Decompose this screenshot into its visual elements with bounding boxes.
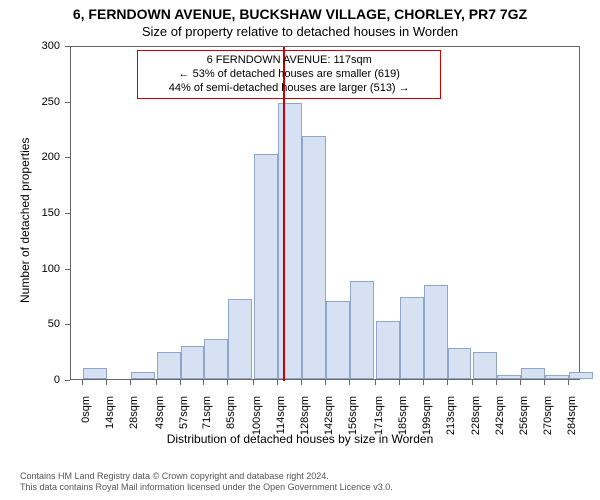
x-tick-mark bbox=[203, 380, 204, 385]
chart-subtitle: Size of property relative to detached ho… bbox=[0, 24, 600, 39]
x-tick-label: 85sqm bbox=[225, 396, 237, 436]
histogram-bar bbox=[228, 299, 252, 379]
histogram-bar bbox=[157, 352, 181, 379]
histogram-bar bbox=[400, 297, 424, 379]
y-tick-label: 0 bbox=[0, 374, 60, 386]
histogram-bar bbox=[448, 348, 472, 379]
x-tick-label: 128sqm bbox=[299, 396, 311, 436]
attribution-text: Contains HM Land Registry data © Crown c… bbox=[20, 471, 393, 494]
x-tick-label: 142sqm bbox=[323, 396, 335, 436]
x-tick-label: 14sqm bbox=[104, 396, 116, 436]
x-tick-label: 57sqm bbox=[178, 396, 190, 436]
histogram-bar bbox=[278, 103, 302, 379]
x-tick-mark bbox=[544, 380, 545, 385]
x-tick-label: 0sqm bbox=[80, 396, 92, 436]
x-tick-label: 284sqm bbox=[566, 396, 578, 436]
x-tick-label: 270sqm bbox=[542, 396, 554, 436]
y-tick-mark bbox=[65, 102, 70, 103]
y-tick-mark bbox=[65, 269, 70, 270]
x-tick-mark bbox=[156, 380, 157, 385]
x-tick-mark bbox=[106, 380, 107, 385]
property-info-box: 6 FERNDOWN AVENUE: 117sqm ← 53% of detac… bbox=[137, 50, 441, 99]
x-tick-mark bbox=[277, 380, 278, 385]
histogram-bar bbox=[326, 301, 350, 379]
x-tick-mark bbox=[349, 380, 350, 385]
x-tick-mark bbox=[399, 380, 400, 385]
y-tick-mark bbox=[65, 324, 70, 325]
x-tick-mark bbox=[375, 380, 376, 385]
histogram-bar bbox=[497, 375, 521, 379]
info-line-property: 6 FERNDOWN AVENUE: 117sqm bbox=[144, 54, 434, 68]
x-tick-mark bbox=[325, 380, 326, 385]
info-line-smaller: ← 53% of detached houses are smaller (61… bbox=[144, 68, 434, 82]
info-line-larger: 44% of semi-detached houses are larger (… bbox=[144, 82, 434, 96]
x-tick-label: 228sqm bbox=[470, 396, 482, 436]
x-tick-mark bbox=[472, 380, 473, 385]
y-tick-label: 300 bbox=[0, 40, 60, 52]
histogram-bar bbox=[254, 154, 278, 379]
x-tick-label: 114sqm bbox=[275, 396, 287, 436]
x-tick-mark bbox=[82, 380, 83, 385]
x-tick-label: 242sqm bbox=[494, 396, 506, 436]
chart-container: 6, FERNDOWN AVENUE, BUCKSHAW VILLAGE, CH… bbox=[0, 0, 600, 500]
y-tick-label: 200 bbox=[0, 151, 60, 163]
y-tick-mark bbox=[65, 46, 70, 47]
x-tick-label: 213sqm bbox=[445, 396, 457, 436]
x-tick-mark bbox=[447, 380, 448, 385]
y-tick-mark bbox=[65, 157, 70, 158]
x-tick-label: 199sqm bbox=[421, 396, 433, 436]
histogram-bar bbox=[424, 285, 448, 379]
y-tick-label: 50 bbox=[0, 318, 60, 330]
x-tick-mark bbox=[520, 380, 521, 385]
x-tick-mark bbox=[568, 380, 569, 385]
x-tick-label: 71sqm bbox=[201, 396, 213, 436]
y-tick-label: 150 bbox=[0, 207, 60, 219]
x-tick-label: 43sqm bbox=[154, 396, 166, 436]
histogram-bar bbox=[181, 346, 205, 379]
x-tick-label: 100sqm bbox=[251, 396, 263, 436]
histogram-bar bbox=[545, 375, 569, 379]
x-tick-mark bbox=[130, 380, 131, 385]
histogram-bar bbox=[521, 368, 545, 379]
x-tick-label: 171sqm bbox=[373, 396, 385, 436]
x-tick-mark bbox=[253, 380, 254, 385]
x-tick-mark bbox=[423, 380, 424, 385]
y-tick-label: 250 bbox=[0, 96, 60, 108]
histogram-bar bbox=[376, 321, 400, 379]
y-tick-label: 100 bbox=[0, 263, 60, 275]
histogram-bar bbox=[569, 372, 593, 379]
histogram-bar bbox=[83, 368, 107, 379]
x-tick-mark bbox=[227, 380, 228, 385]
histogram-bar bbox=[204, 339, 228, 379]
histogram-bar bbox=[131, 372, 155, 379]
attribution-line1: Contains HM Land Registry data © Crown c… bbox=[20, 471, 393, 483]
x-tick-mark bbox=[496, 380, 497, 385]
histogram-bar bbox=[350, 281, 374, 379]
x-tick-label: 156sqm bbox=[347, 396, 359, 436]
x-tick-label: 28sqm bbox=[128, 396, 140, 436]
y-tick-mark bbox=[65, 380, 70, 381]
x-tick-label: 185sqm bbox=[397, 396, 409, 436]
x-tick-mark bbox=[180, 380, 181, 385]
attribution-line2: This data contains Royal Mail informatio… bbox=[20, 482, 393, 494]
histogram-bar bbox=[473, 352, 497, 379]
histogram-bar bbox=[302, 136, 326, 379]
chart-title: 6, FERNDOWN AVENUE, BUCKSHAW VILLAGE, CH… bbox=[0, 6, 600, 22]
y-tick-mark bbox=[65, 213, 70, 214]
x-tick-mark bbox=[301, 380, 302, 385]
x-tick-label: 256sqm bbox=[518, 396, 530, 436]
